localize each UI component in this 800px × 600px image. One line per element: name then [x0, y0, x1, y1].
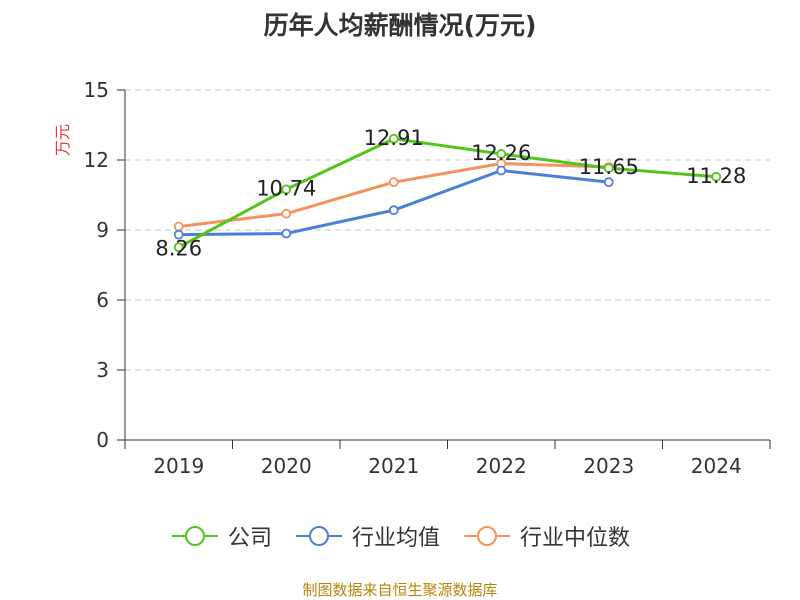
data-point [711, 171, 722, 182]
x-tick-label: 2020 [261, 454, 312, 478]
chart-title: 历年人均薪酬情况(万元) [263, 11, 537, 40]
data-point [388, 205, 399, 216]
data-label: 12.26 [471, 141, 531, 165]
data-label: 10.74 [256, 176, 316, 200]
x-tick-label: 2022 [476, 454, 527, 478]
data-point [388, 177, 399, 188]
legend-line-circle-icon [464, 526, 510, 546]
data-point [281, 184, 292, 195]
chart-legend: 公司 行业均值 行业中位数 [0, 520, 800, 552]
y-tick-label: 3 [96, 358, 109, 382]
data-label: 11.65 [579, 155, 639, 179]
source-note: 制图数据来自恒生聚源数据库 [302, 581, 498, 599]
x-tick-label: 2019 [153, 454, 204, 478]
data-point [496, 165, 507, 176]
series-line-3 [177, 162, 611, 228]
x-tick-label: 2023 [583, 454, 634, 478]
legend-label: 公司 [227, 526, 272, 551]
legend-item-2[interactable]: 行业均值 [294, 520, 440, 552]
y-tick-label: 0 [96, 428, 109, 452]
data-label: 12.91 [364, 126, 424, 150]
y-tick-label: 12 [84, 148, 109, 172]
y-axis-title: 万元 [53, 124, 72, 156]
series-line-1 [177, 137, 718, 249]
legend-line-circle-icon [171, 526, 218, 546]
x-tick-label: 2024 [691, 454, 742, 478]
y-tick-label: 15 [84, 78, 109, 102]
data-point [173, 221, 184, 232]
y-tick-label: 9 [96, 218, 109, 242]
data-label: 8.26 [155, 236, 202, 260]
legend-item-3[interactable]: 行业中位数 [462, 520, 630, 552]
data-point [603, 163, 614, 174]
legend-item-1[interactable]: 公司 [170, 520, 272, 552]
data-point [173, 229, 184, 240]
data-point [173, 242, 184, 253]
data-point [603, 177, 614, 188]
data-point [388, 133, 399, 144]
y-tick-label: 6 [96, 288, 109, 312]
legend-label: 行业中位数 [520, 526, 631, 551]
data-point [281, 228, 292, 239]
data-label: 11.28 [686, 164, 746, 188]
legend-label: 行业均值 [351, 526, 440, 551]
data-point [496, 149, 507, 159]
legend-line-circle-icon [295, 526, 342, 546]
data-point [281, 208, 292, 219]
x-tick-label: 2021 [368, 454, 419, 478]
